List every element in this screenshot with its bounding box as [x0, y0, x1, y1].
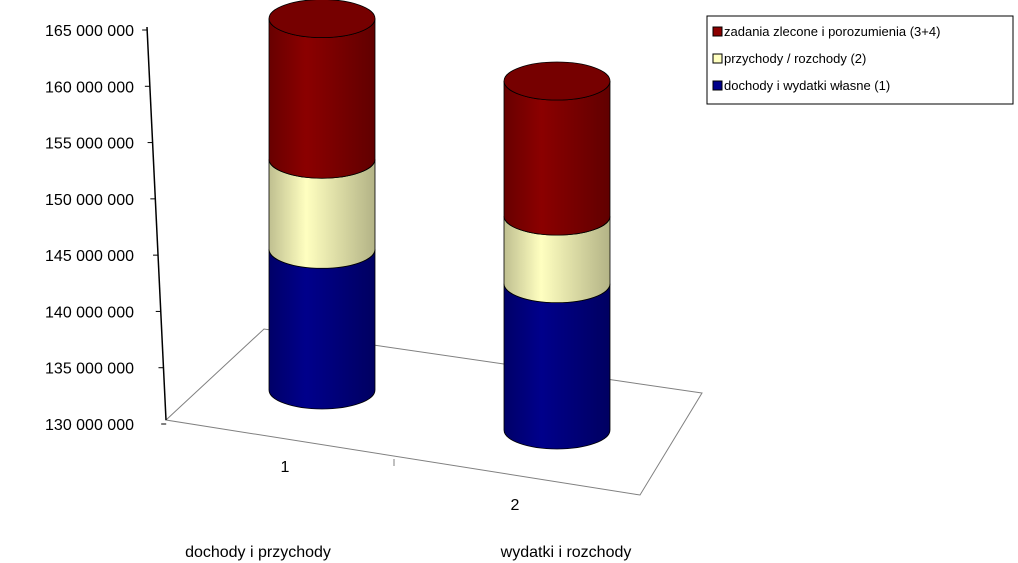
cylinder-segment [268, 18, 376, 179]
legend-swatch [712, 26, 723, 37]
legend: zadania zlecone i porozumienia (3+4) przy… [706, 15, 1014, 105]
cylinder-segment [503, 81, 611, 236]
y-tick-label: 150 000 000 [45, 192, 134, 209]
y-tick-label: 135 000 000 [45, 361, 134, 378]
x-tick-label: 2 [511, 497, 520, 514]
legend-swatch [712, 53, 723, 64]
legend-label: przychody / rozchody (2) [724, 51, 866, 66]
y-axis [146, 26, 167, 421]
cylinder-top [268, 0, 376, 38]
y-tick-labels: 130 000 000 135 000 000 140 000 000 145 000… [45, 23, 167, 434]
y-tick-label: 155 000 000 [45, 136, 134, 153]
legend-label: zadania zlecone i porozumienia (3+4) [724, 24, 940, 39]
chart-floor [164, 328, 703, 496]
cylinder-segment [268, 249, 376, 410]
cylinder-1 [268, 0, 376, 410]
cylinder-2 [503, 61, 611, 450]
floor-outline [164, 328, 703, 496]
y-tick-label: 130 000 000 [45, 417, 134, 434]
category-captions: dochody i przychody wydatki i rozchody [185, 544, 631, 561]
y-tick-label: 165 000 000 [45, 23, 134, 40]
x-tick-labels: 12 [281, 459, 520, 514]
y-tick-label: 160 000 000 [45, 79, 134, 96]
cylinder-bars [268, 0, 611, 450]
y-tick-label: 145 000 000 [45, 248, 134, 265]
y-tick-label: 140 000 000 [45, 304, 134, 321]
legend-swatch [712, 80, 723, 91]
legend-box [706, 15, 1014, 105]
category-caption: wydatki i rozchody [500, 544, 632, 561]
y-axis-line [146, 26, 167, 421]
category-caption: dochody i przychody [185, 544, 331, 561]
cylinder-segment [503, 283, 611, 450]
legend-label: dochody i wydatki własne (1) [724, 78, 890, 93]
cylinder-top [503, 61, 611, 101]
x-tick-label: 1 [281, 459, 290, 476]
